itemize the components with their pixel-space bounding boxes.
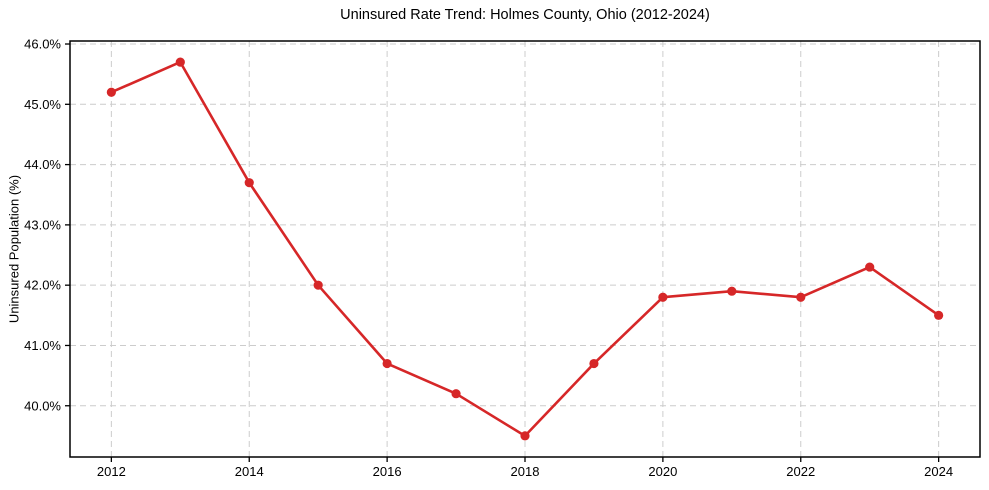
y-tick-label: 44.0% xyxy=(24,157,61,172)
chart-title: Uninsured Rate Trend: Holmes County, Ohi… xyxy=(340,7,710,23)
data-point xyxy=(796,292,806,302)
data-point xyxy=(865,262,875,272)
y-tick-label: 45.0% xyxy=(24,97,61,112)
data-point xyxy=(520,431,530,441)
data-point xyxy=(727,286,737,296)
x-tick-label: 2016 xyxy=(373,464,402,479)
data-point xyxy=(589,358,599,369)
y-tick-label: 40.0% xyxy=(24,398,61,413)
y-tick-label: 43.0% xyxy=(24,217,61,232)
data-point xyxy=(106,87,116,97)
x-tick-label: 2018 xyxy=(511,464,540,479)
x-tick-label: 2014 xyxy=(235,464,264,479)
data-point xyxy=(175,57,185,67)
data-point xyxy=(382,358,392,369)
x-tick-label: 2020 xyxy=(648,464,677,479)
y-tick-label: 41.0% xyxy=(24,338,61,353)
data-point xyxy=(658,292,668,302)
x-tick-label: 2022 xyxy=(786,464,815,479)
data-point xyxy=(244,178,254,188)
plot-border xyxy=(69,40,981,458)
y-tick-label: 42.0% xyxy=(24,278,61,293)
data-point xyxy=(451,389,461,399)
x-tick-label: 2012 xyxy=(97,464,126,479)
data-line xyxy=(110,60,940,438)
data-point xyxy=(934,310,944,320)
x-tick-label: 2024 xyxy=(924,464,953,479)
y-tick-label: 46.0% xyxy=(24,37,61,52)
data-point xyxy=(313,280,323,290)
